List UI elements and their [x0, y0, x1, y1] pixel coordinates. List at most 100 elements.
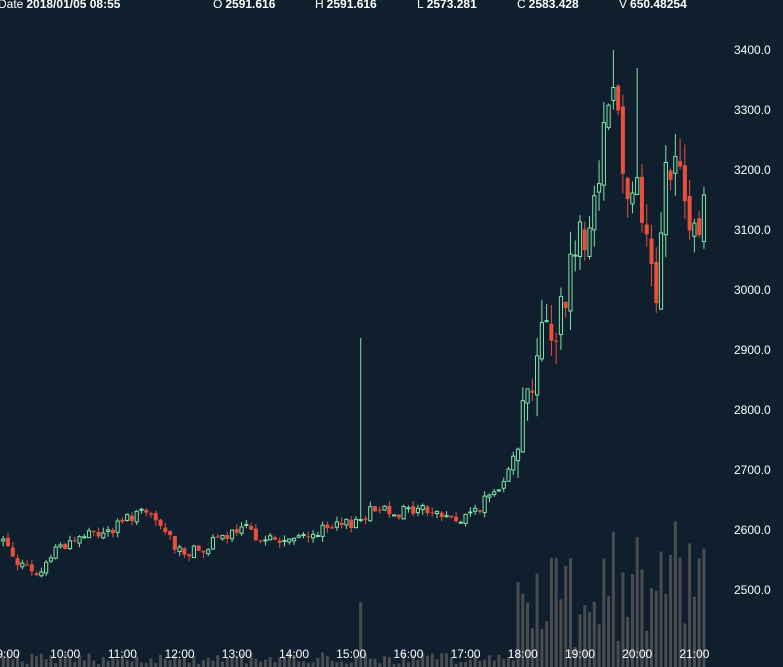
volume-bar	[445, 653, 449, 667]
volume-bar	[278, 657, 282, 667]
candle-body-up	[53, 546, 58, 559]
low-readout: L 2573.281	[417, 0, 477, 10]
candle-body-up	[382, 505, 387, 511]
volume-bar	[545, 621, 549, 667]
candle-body-up	[401, 506, 406, 520]
candle-body-up	[568, 253, 573, 312]
candle-body-up	[496, 489, 502, 492]
candle-body-down	[687, 195, 692, 231]
volume-bar	[92, 660, 96, 667]
volume-bar	[683, 623, 687, 667]
volume-bar	[297, 661, 301, 667]
candle-body-up	[511, 455, 516, 471]
volume-bar	[459, 662, 463, 667]
volume-bar	[154, 663, 158, 667]
candle-body-down	[649, 238, 654, 265]
candle-body-up	[82, 536, 87, 539]
volume-bar	[221, 661, 224, 667]
price-tick-label: 3300.0	[734, 103, 771, 117]
volume-bar	[235, 655, 239, 667]
candle-body-up	[525, 388, 530, 404]
volume-bar	[578, 614, 582, 667]
volume-bar	[321, 652, 325, 667]
candle-body-up	[606, 104, 611, 129]
candle-body-up	[468, 511, 473, 514]
volume-bar	[588, 611, 592, 667]
candle-body-up	[663, 162, 668, 236]
volume-bar	[688, 543, 692, 667]
candle-body-down	[91, 531, 96, 533]
volume-readout: V 650.48254	[619, 0, 687, 10]
volume-bar	[507, 658, 510, 667]
time-tick-label: 19:00	[565, 647, 595, 661]
candle-body-up	[39, 571, 44, 577]
volume-bar	[573, 646, 577, 667]
volume-bar	[201, 660, 205, 667]
volume-bar	[16, 654, 20, 667]
candle-body-down	[697, 218, 702, 235]
volume-bar	[487, 655, 491, 667]
volume-bar	[630, 574, 634, 667]
candle-body-up	[58, 544, 63, 548]
candle-body-up	[291, 537, 297, 542]
volume-bar	[287, 652, 291, 667]
volume-bar	[383, 656, 387, 667]
candle-body-down	[363, 518, 368, 520]
candle-body-up	[434, 510, 440, 515]
candle-body-down	[339, 522, 344, 526]
price-tick-label: 2800.0	[734, 403, 771, 417]
date-readout: Date 2018/01/05 08:55	[0, 0, 120, 10]
candle-body-down	[234, 529, 239, 533]
volume-bar	[249, 652, 253, 667]
volume-bar	[35, 656, 39, 667]
high-label: H	[315, 0, 324, 11]
volume-bar	[530, 628, 534, 667]
time-tick-label: 11:00	[108, 647, 137, 661]
volume-bar	[659, 551, 663, 667]
volume-bar	[44, 659, 48, 667]
volume-bar	[583, 605, 587, 667]
volume-bar	[502, 659, 506, 667]
volume-bar	[626, 616, 630, 667]
candle-body-up	[296, 535, 301, 538]
candle-body-down	[29, 564, 34, 572]
candle-body-down	[72, 540, 77, 542]
volume-bar	[468, 659, 472, 667]
candle-body-down	[149, 513, 153, 515]
volume-bar	[564, 565, 568, 667]
volume-bar	[549, 557, 553, 667]
candle-body-up	[535, 355, 540, 396]
volume-bar	[197, 663, 201, 667]
volume-bar	[692, 596, 696, 667]
candle-body-down	[654, 261, 659, 304]
volume-bar	[392, 663, 396, 667]
time-tick-label: 14:00	[279, 647, 309, 661]
candle-body-up	[592, 195, 597, 231]
candle-body-up	[406, 507, 411, 510]
candles	[1, 50, 707, 578]
price-tick-label: 3400.0	[734, 43, 771, 57]
candle-body-down	[411, 506, 416, 514]
candle-body-down	[168, 531, 173, 536]
volume-bar	[616, 640, 620, 667]
candle-body-down	[306, 536, 311, 538]
volume-bar	[116, 659, 120, 667]
price-tick-label: 3200.0	[734, 163, 771, 177]
candle-body-up	[701, 194, 707, 242]
high-readout: H 2591.616	[315, 0, 377, 10]
candle-body-down	[616, 85, 621, 111]
date-value: 2018/01/05 08:55	[26, 0, 121, 11]
candle-body-up	[420, 504, 425, 511]
volume-bar	[135, 656, 139, 667]
date-label: Date	[0, 0, 24, 11]
volume-bar	[101, 657, 105, 667]
volume-bar	[373, 658, 377, 667]
low-value: 2573.281	[426, 0, 477, 11]
candle-body-down	[387, 505, 392, 515]
candle-body-down	[144, 509, 149, 513]
candle-body-down	[530, 390, 535, 393]
volume-bar	[139, 662, 143, 667]
candle-body-down	[396, 514, 401, 518]
candle-body-up	[315, 535, 320, 538]
